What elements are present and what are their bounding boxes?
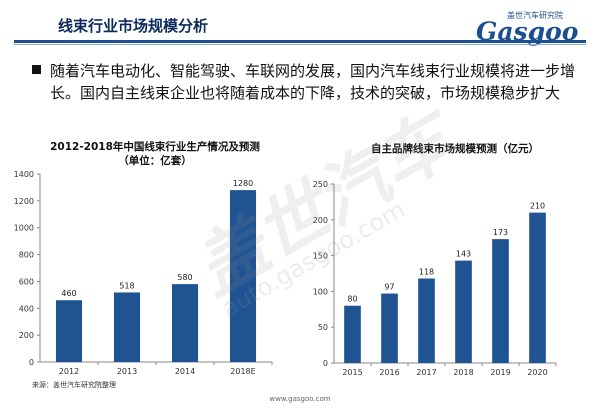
right-chart-title-block: 自主品牌线束市场规模预测（亿元） <box>320 142 590 156</box>
bar-2013 <box>113 292 141 362</box>
x-tick-label: 2013 <box>117 367 137 376</box>
bar-value-label: 80 <box>347 295 357 304</box>
bullet-text: 随着汽车电动化、智能驾驶、车联网的发展，国内汽车线束行业规模将进一步增长。国内自… <box>50 62 576 102</box>
bar-value-label: 1280 <box>233 179 253 188</box>
bar-2016 <box>381 293 398 363</box>
bar-2019 <box>492 239 509 363</box>
left-bar-chart: 0 200 400 600 800 1000 1200 1400 460 2012 518 2013 5… <box>14 170 273 376</box>
y-tick-label: 1200 <box>14 197 34 206</box>
page-title: 线束行业市场规模分析 <box>58 17 209 35</box>
y-tick-label: 800 <box>19 251 34 260</box>
x-tick-label: 2018E <box>230 367 255 376</box>
y-tick-label: 150 <box>313 252 328 261</box>
y-tick-label: 400 <box>19 304 34 313</box>
bar-value-label: 143 <box>456 250 471 259</box>
square-bullet-icon <box>32 65 41 74</box>
y-tick-label: 1400 <box>14 170 34 179</box>
x-tick-label: 2019 <box>490 368 510 377</box>
x-tick-label: 2014 <box>175 367 195 376</box>
y-tick-label: 0 <box>323 359 328 368</box>
bar-2020 <box>529 212 546 363</box>
bar-2017 <box>418 278 435 363</box>
y-tick-label: 50 <box>318 323 328 332</box>
y-tick-label: 200 <box>19 331 34 340</box>
logo-tagline: 盖世汽车研究院 <box>507 11 563 20</box>
bar-2015 <box>344 305 361 363</box>
y-tick-label: 100 <box>313 287 328 296</box>
bar-value-label: 118 <box>419 268 434 277</box>
bar-value-label: 210 <box>530 202 545 211</box>
right-chart-title: 自主品牌线束市场规模预测（亿元） <box>371 143 539 155</box>
y-tick-label: 200 <box>313 216 328 225</box>
x-tick-label: 2016 <box>379 368 399 377</box>
x-tick-label: 2015 <box>342 368 362 377</box>
left-chart-title: 2012-2018年中国线束行业生产情况及预测 <box>50 141 260 153</box>
x-tick-label: 2017 <box>416 368 436 377</box>
x-tick-label: 2020 <box>527 368 547 377</box>
bar-2012 <box>55 300 83 362</box>
source-note: 来源：盖世汽车研究院整理 <box>32 381 116 389</box>
bar-value-label: 518 <box>119 281 134 290</box>
left-chart-subtitle: （单位：亿套） <box>118 155 192 167</box>
bar-value-label: 173 <box>493 228 508 237</box>
bar-2014 <box>171 284 199 362</box>
bar-value-label: 580 <box>177 273 192 282</box>
right-bar-chart: 0 50 100 150 200 250 80 2015 97 2016 118 2017 143 201… <box>313 180 557 377</box>
x-tick-label: 2018 <box>453 368 473 377</box>
title-divider-thin <box>14 44 586 45</box>
left-chart-title-block: 2012-2018年中国线束行业生产情况及预测 （单位：亿套） <box>20 140 290 168</box>
y-tick-label: 250 <box>313 180 328 189</box>
x-tick-label: 2012 <box>59 367 79 376</box>
bullet-paragraph: 随着汽车电动化、智能驾驶、车联网的发展，国内汽车线束行业规模将进一步增长。国内自… <box>32 60 580 104</box>
bar-2018 <box>455 260 472 363</box>
y-tick-label: 600 <box>19 277 34 286</box>
bar-2018E <box>229 190 257 362</box>
bar-value-label: 460 <box>61 289 76 298</box>
title-divider <box>14 40 586 43</box>
bar-value-label: 97 <box>384 283 394 292</box>
y-tick-label: 0 <box>29 358 34 367</box>
y-tick-label: 1000 <box>14 224 34 233</box>
footer-url: www.gasgoo.com <box>269 395 331 403</box>
